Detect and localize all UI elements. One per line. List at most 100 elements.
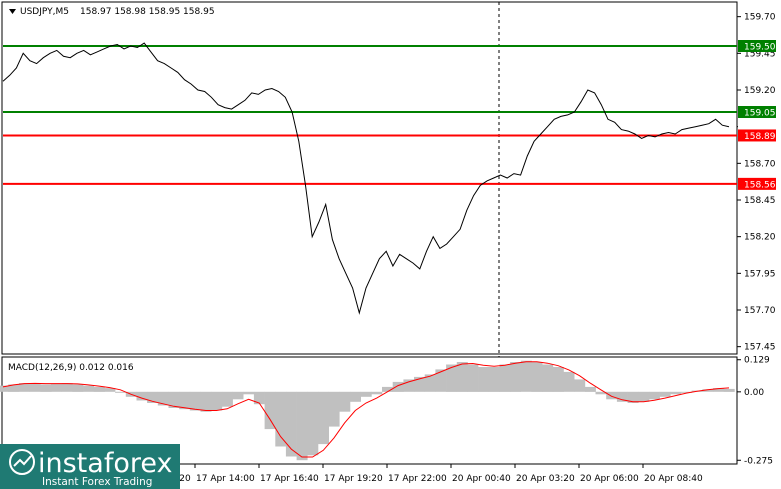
macd-bar (478, 367, 490, 392)
macd-bar (168, 391, 180, 408)
macd-bar (307, 391, 319, 456)
level-label-text: 159.50 (744, 43, 776, 53)
macd-bar (392, 381, 404, 392)
macd-bar (0, 385, 9, 392)
price-y-tick-label: 158.70 (744, 159, 776, 169)
macd-bar (147, 391, 159, 403)
time-tick-label: 20 Apr 00:40 (452, 474, 511, 484)
macd-bar (29, 383, 41, 392)
macd-bar (638, 391, 650, 402)
macd-bar (467, 364, 479, 392)
macd-title: MACD(12,26,9) 0.012 0.016 (8, 363, 134, 373)
macd-bar (627, 391, 639, 403)
level-label-159-50: 159.50 (738, 40, 776, 53)
level-label-158-95: 158.95 (738, 120, 776, 133)
time-tick-label: 17 Apr 19:20 (324, 474, 383, 484)
logo-wordmark: instaforex (38, 448, 172, 479)
time-tick-label: 17 Apr 16:40 (260, 474, 319, 484)
macd-bar (296, 391, 308, 461)
ohlc-readout: 158.97 158.98 158.95 158.95 (80, 7, 215, 17)
level-label-159-05: 159.05 (738, 106, 776, 119)
macd-bar (435, 369, 447, 392)
macd-bar (499, 364, 511, 392)
macd-bar (488, 367, 500, 392)
logo-tagline: Instant Forex Trading (42, 476, 152, 488)
macd-bar (414, 376, 425, 392)
macd-bar (595, 391, 607, 395)
macd-bar (51, 383, 62, 392)
price-y-tick-label: 159.20 (744, 86, 776, 96)
level-label-text: 159.05 (744, 109, 776, 119)
level-label-text: 158.89 (744, 132, 776, 142)
macd-bar (83, 385, 95, 392)
macd-bar (542, 364, 554, 392)
price-y-tick-label: 158.45 (744, 196, 776, 206)
macd-bar (93, 386, 105, 392)
chart-title: USDJPY,M5 (20, 7, 69, 17)
macd-bar (275, 391, 287, 447)
macd-bar (61, 383, 73, 392)
macd-bar (648, 391, 660, 400)
macd-y-tick-label: 0.00 (744, 388, 764, 398)
macd-bar (115, 391, 127, 393)
level-label-158-89: 158.89 (738, 129, 776, 142)
macd-y-tick-label: 0.129 (744, 356, 770, 366)
macd-bar (8, 384, 20, 392)
macd-bar (264, 391, 276, 430)
macd-bar (681, 391, 692, 393)
macd-signal-line (2, 361, 730, 458)
price-y-tick-label: 159.45 (744, 49, 776, 59)
macd-bar (339, 391, 351, 412)
macd-bar (40, 384, 52, 392)
macd-bar (350, 391, 361, 402)
macd-bar (189, 391, 201, 411)
macd-bar (670, 391, 682, 395)
level-label-text: 158.95 (744, 123, 776, 133)
macd-bar (200, 391, 212, 412)
macd-bar (328, 391, 340, 427)
level-label-158-56: 158.56 (738, 177, 776, 190)
macd-bar (211, 391, 223, 411)
macd-bar (179, 391, 191, 410)
macd-bar (520, 360, 532, 392)
price-level-lines[interactable] (3, 45, 737, 185)
logo-mark-icon (9, 449, 35, 475)
logo-background (0, 444, 180, 489)
price-y-tick-label: 157.70 (744, 306, 776, 316)
macd-bar (371, 391, 383, 395)
macd-bar (382, 386, 393, 392)
macd-bar (19, 383, 30, 392)
instaforex-logo: instaforex Instant Forex Trading (0, 444, 180, 489)
macd-bar (221, 391, 233, 407)
triangle-down-icon[interactable] (9, 9, 16, 14)
macd-bar (531, 362, 543, 392)
macd-y-tick-label: -0.275 (744, 456, 773, 466)
time-tick-label: 20 Apr 06:00 (580, 474, 639, 484)
price-y-tick-label: 158.20 (744, 233, 776, 243)
price-y-tick-label: 157.45 (744, 343, 776, 353)
price-panel: 159.70 159.45 159.20 158.95 158.70 158.45 158.… (1, 1, 776, 460)
macd-bar (157, 391, 169, 406)
macd-bar (72, 384, 84, 392)
macd-bar (403, 379, 415, 392)
macd-bar (659, 391, 671, 397)
macd-bar (606, 391, 618, 400)
macd-bar (574, 379, 586, 392)
time-tick-label: 17 Apr 22:00 (388, 474, 447, 484)
macd-bar (136, 391, 148, 401)
time-tick-label: 20 Apr 08:40 (644, 474, 703, 484)
macd-bar (232, 391, 244, 400)
level-label-text: 158.56 (744, 180, 776, 190)
time-tick-label: 20 Apr 03:20 (516, 474, 575, 484)
macd-bar (243, 391, 255, 395)
macd-bar (723, 388, 735, 392)
macd-y-axis: 0.129 0.00 -0.275 (737, 356, 773, 466)
macd-bar (360, 391, 372, 397)
macd-bar (552, 367, 564, 392)
price-y-tick-label: 159.70 (744, 13, 776, 23)
price-panel-frame (1, 1, 738, 355)
time-tick-label: 17 Apr 14:00 (196, 474, 255, 484)
macd-bar (446, 364, 458, 392)
